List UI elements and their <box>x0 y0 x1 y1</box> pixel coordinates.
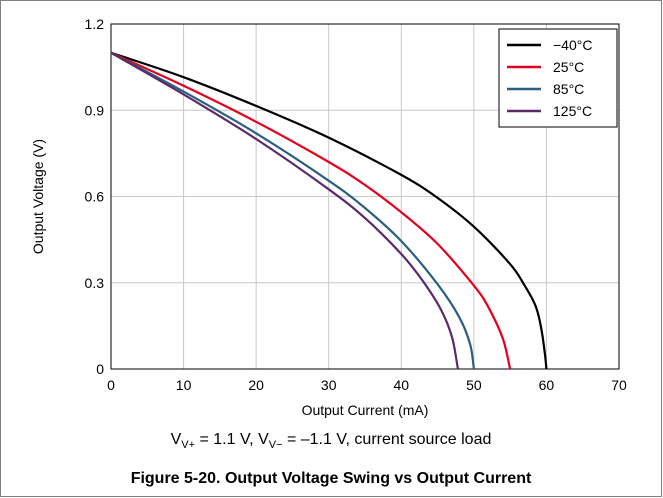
series-line-0 <box>110 51 548 370</box>
y-tick-label: 0.6 <box>85 189 105 205</box>
y-axis-ticks: 0 0.3 0.6 0.9 1.2 <box>85 16 105 377</box>
series-line-2 <box>110 51 475 370</box>
y-tick-label: 0.9 <box>85 102 105 118</box>
legend-label: 125°C <box>553 103 592 119</box>
series-line-1 <box>110 51 512 370</box>
x-tick-label: 0 <box>107 377 115 393</box>
series-lines <box>110 51 548 370</box>
y-tick-label: 0.3 <box>85 275 105 291</box>
x-axis-label: Output Current (mA) <box>302 402 429 418</box>
legend-label: 25°C <box>553 59 584 75</box>
figure-title: Figure 5-20. Output Voltage Swing vs Out… <box>130 470 532 487</box>
x-tick-label: 20 <box>248 377 264 393</box>
x-tick-label: 40 <box>393 377 409 393</box>
y-tick-label: 0 <box>96 361 104 377</box>
test-conditions: VV+ = 1.1 V, VV− = –1.1 V, current sourc… <box>170 431 492 452</box>
x-axis-ticks: 0 10 20 30 40 50 60 70 <box>107 377 627 393</box>
legend-label: 85°C <box>553 81 584 97</box>
series-line-3 <box>110 51 459 370</box>
legend: −40°C 25°C 85°C 125°C <box>498 28 618 128</box>
x-tick-label: 70 <box>611 377 627 393</box>
x-tick-label: 30 <box>321 377 337 393</box>
legend-label: −40°C <box>553 37 592 53</box>
x-tick-label: 50 <box>466 377 482 393</box>
y-tick-label: 1.2 <box>85 16 105 32</box>
plot-area <box>110 23 620 370</box>
x-tick-label: 60 <box>539 377 555 393</box>
y-axis-label: Output Voltage (V) <box>30 139 46 254</box>
x-tick-label: 10 <box>176 377 192 393</box>
